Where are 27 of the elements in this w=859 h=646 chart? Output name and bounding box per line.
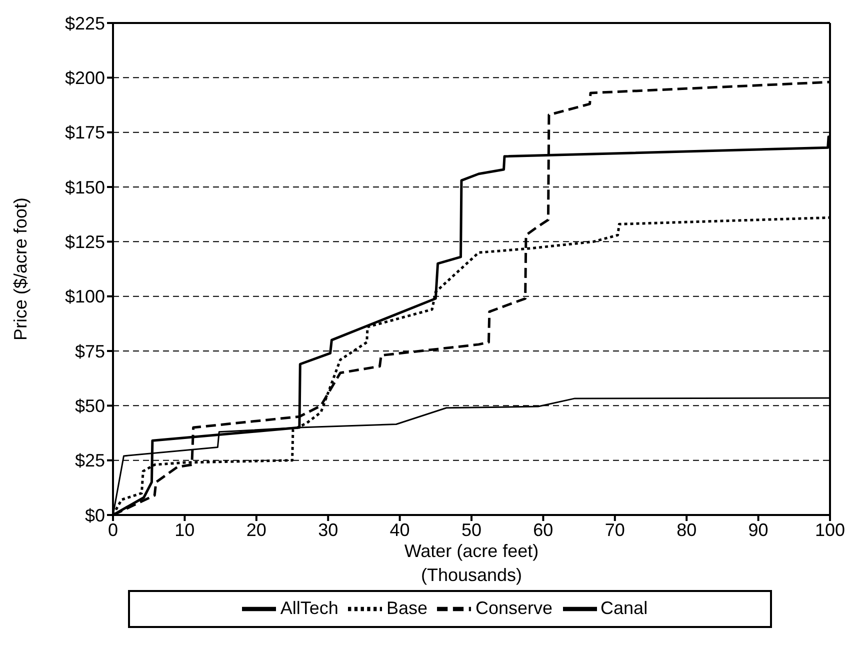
y-tick-label: $0 [84, 505, 105, 526]
legend-label: AllTech [280, 598, 338, 618]
x-tick-label: 30 [318, 520, 338, 540]
x-tick-label: 40 [390, 520, 410, 540]
y-tick-label: $25 [74, 450, 105, 471]
y-tick-label: $125 [64, 232, 105, 252]
x-tick-label: 70 [604, 520, 625, 540]
y-axis-title: Price ($/acre foot) [10, 197, 30, 341]
legend-label: Base [386, 598, 428, 618]
x-tick-label: 10 [174, 520, 195, 540]
x-tick-label: 50 [461, 520, 482, 540]
x-tick-label: 20 [246, 520, 266, 540]
y-tick-label: $175 [64, 122, 105, 143]
y-tick-label: $100 [64, 286, 105, 307]
x-tick-label: 0 [108, 520, 118, 540]
y-tick-label: $75 [74, 341, 105, 362]
y-tick-label: $200 [64, 68, 105, 88]
x-axis-title: Water (acre feet) (Thousands) [404, 541, 539, 585]
x-tick-label: 80 [676, 520, 697, 540]
x-tick-label: 100 [814, 520, 846, 540]
x-tick-label: 90 [748, 520, 768, 540]
y-tick-label: $50 [74, 396, 105, 416]
legend-label: Conserve [475, 598, 553, 618]
x-tick-label: 60 [533, 520, 554, 540]
legend-label: Canal [600, 598, 648, 618]
y-tick-label: $225 [64, 13, 105, 34]
y-tick-label: $150 [64, 177, 105, 198]
